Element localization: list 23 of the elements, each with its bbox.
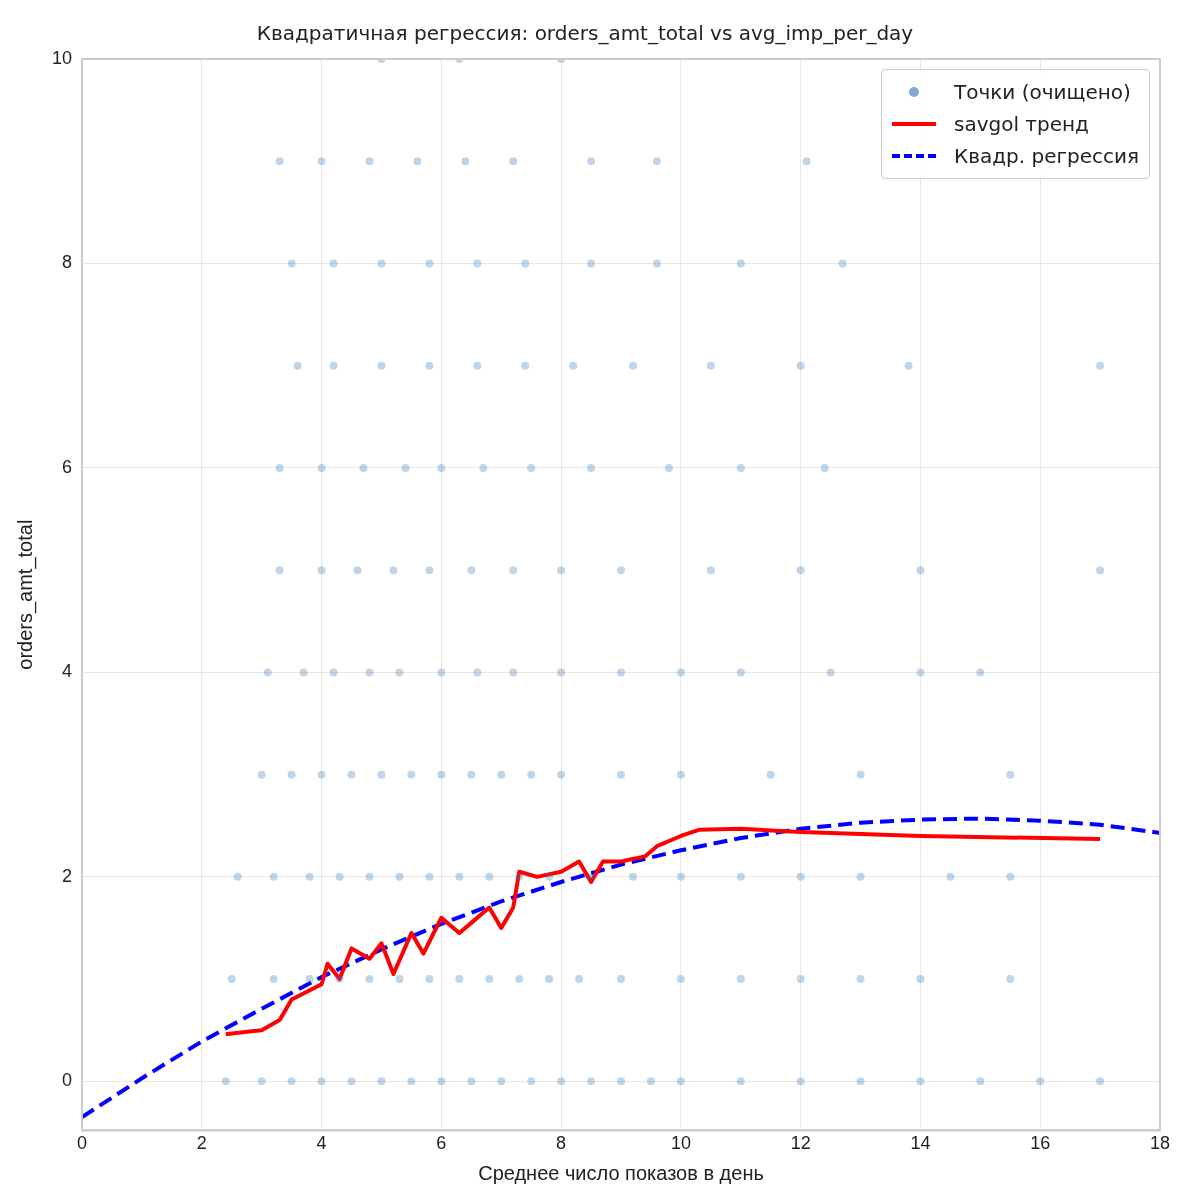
y-tick-label: 8	[62, 252, 73, 273]
y-axis-title: orders_amt_total	[13, 519, 37, 670]
y-tick-label: 10	[51, 47, 73, 68]
x-tick-label: 12	[790, 1133, 811, 1154]
legend-label: savgol тренд	[953, 112, 1089, 136]
y-tick-label: 2	[62, 865, 73, 886]
x-axis-title: Среднее число показов в день	[478, 1161, 764, 1184]
x-tick-label: 18	[1149, 1133, 1171, 1154]
x-tick-label: 6	[436, 1133, 447, 1154]
x-tick-label: 4	[316, 1133, 327, 1154]
x-tick-label: 14	[910, 1133, 931, 1154]
x-tick-label: 10	[670, 1133, 691, 1154]
x-tick-label: 2	[196, 1133, 207, 1154]
y-tick-label: 4	[62, 661, 73, 682]
y-tick-label: 0	[62, 1070, 73, 1091]
y-tick-label: 6	[62, 456, 73, 477]
line-series	[82, 816, 1160, 1120]
chart-title: Квадратичная регрессия: orders_amt_total vs avg_imp_per_day	[256, 21, 914, 46]
x-tick-label: 16	[1030, 1133, 1051, 1154]
x-tick-label: 8	[556, 1133, 567, 1154]
legend-label: Точки (очищено)	[953, 80, 1131, 104]
x-tick-label: 0	[77, 1133, 88, 1154]
legend-label: Квадр. регрессия	[953, 144, 1139, 168]
